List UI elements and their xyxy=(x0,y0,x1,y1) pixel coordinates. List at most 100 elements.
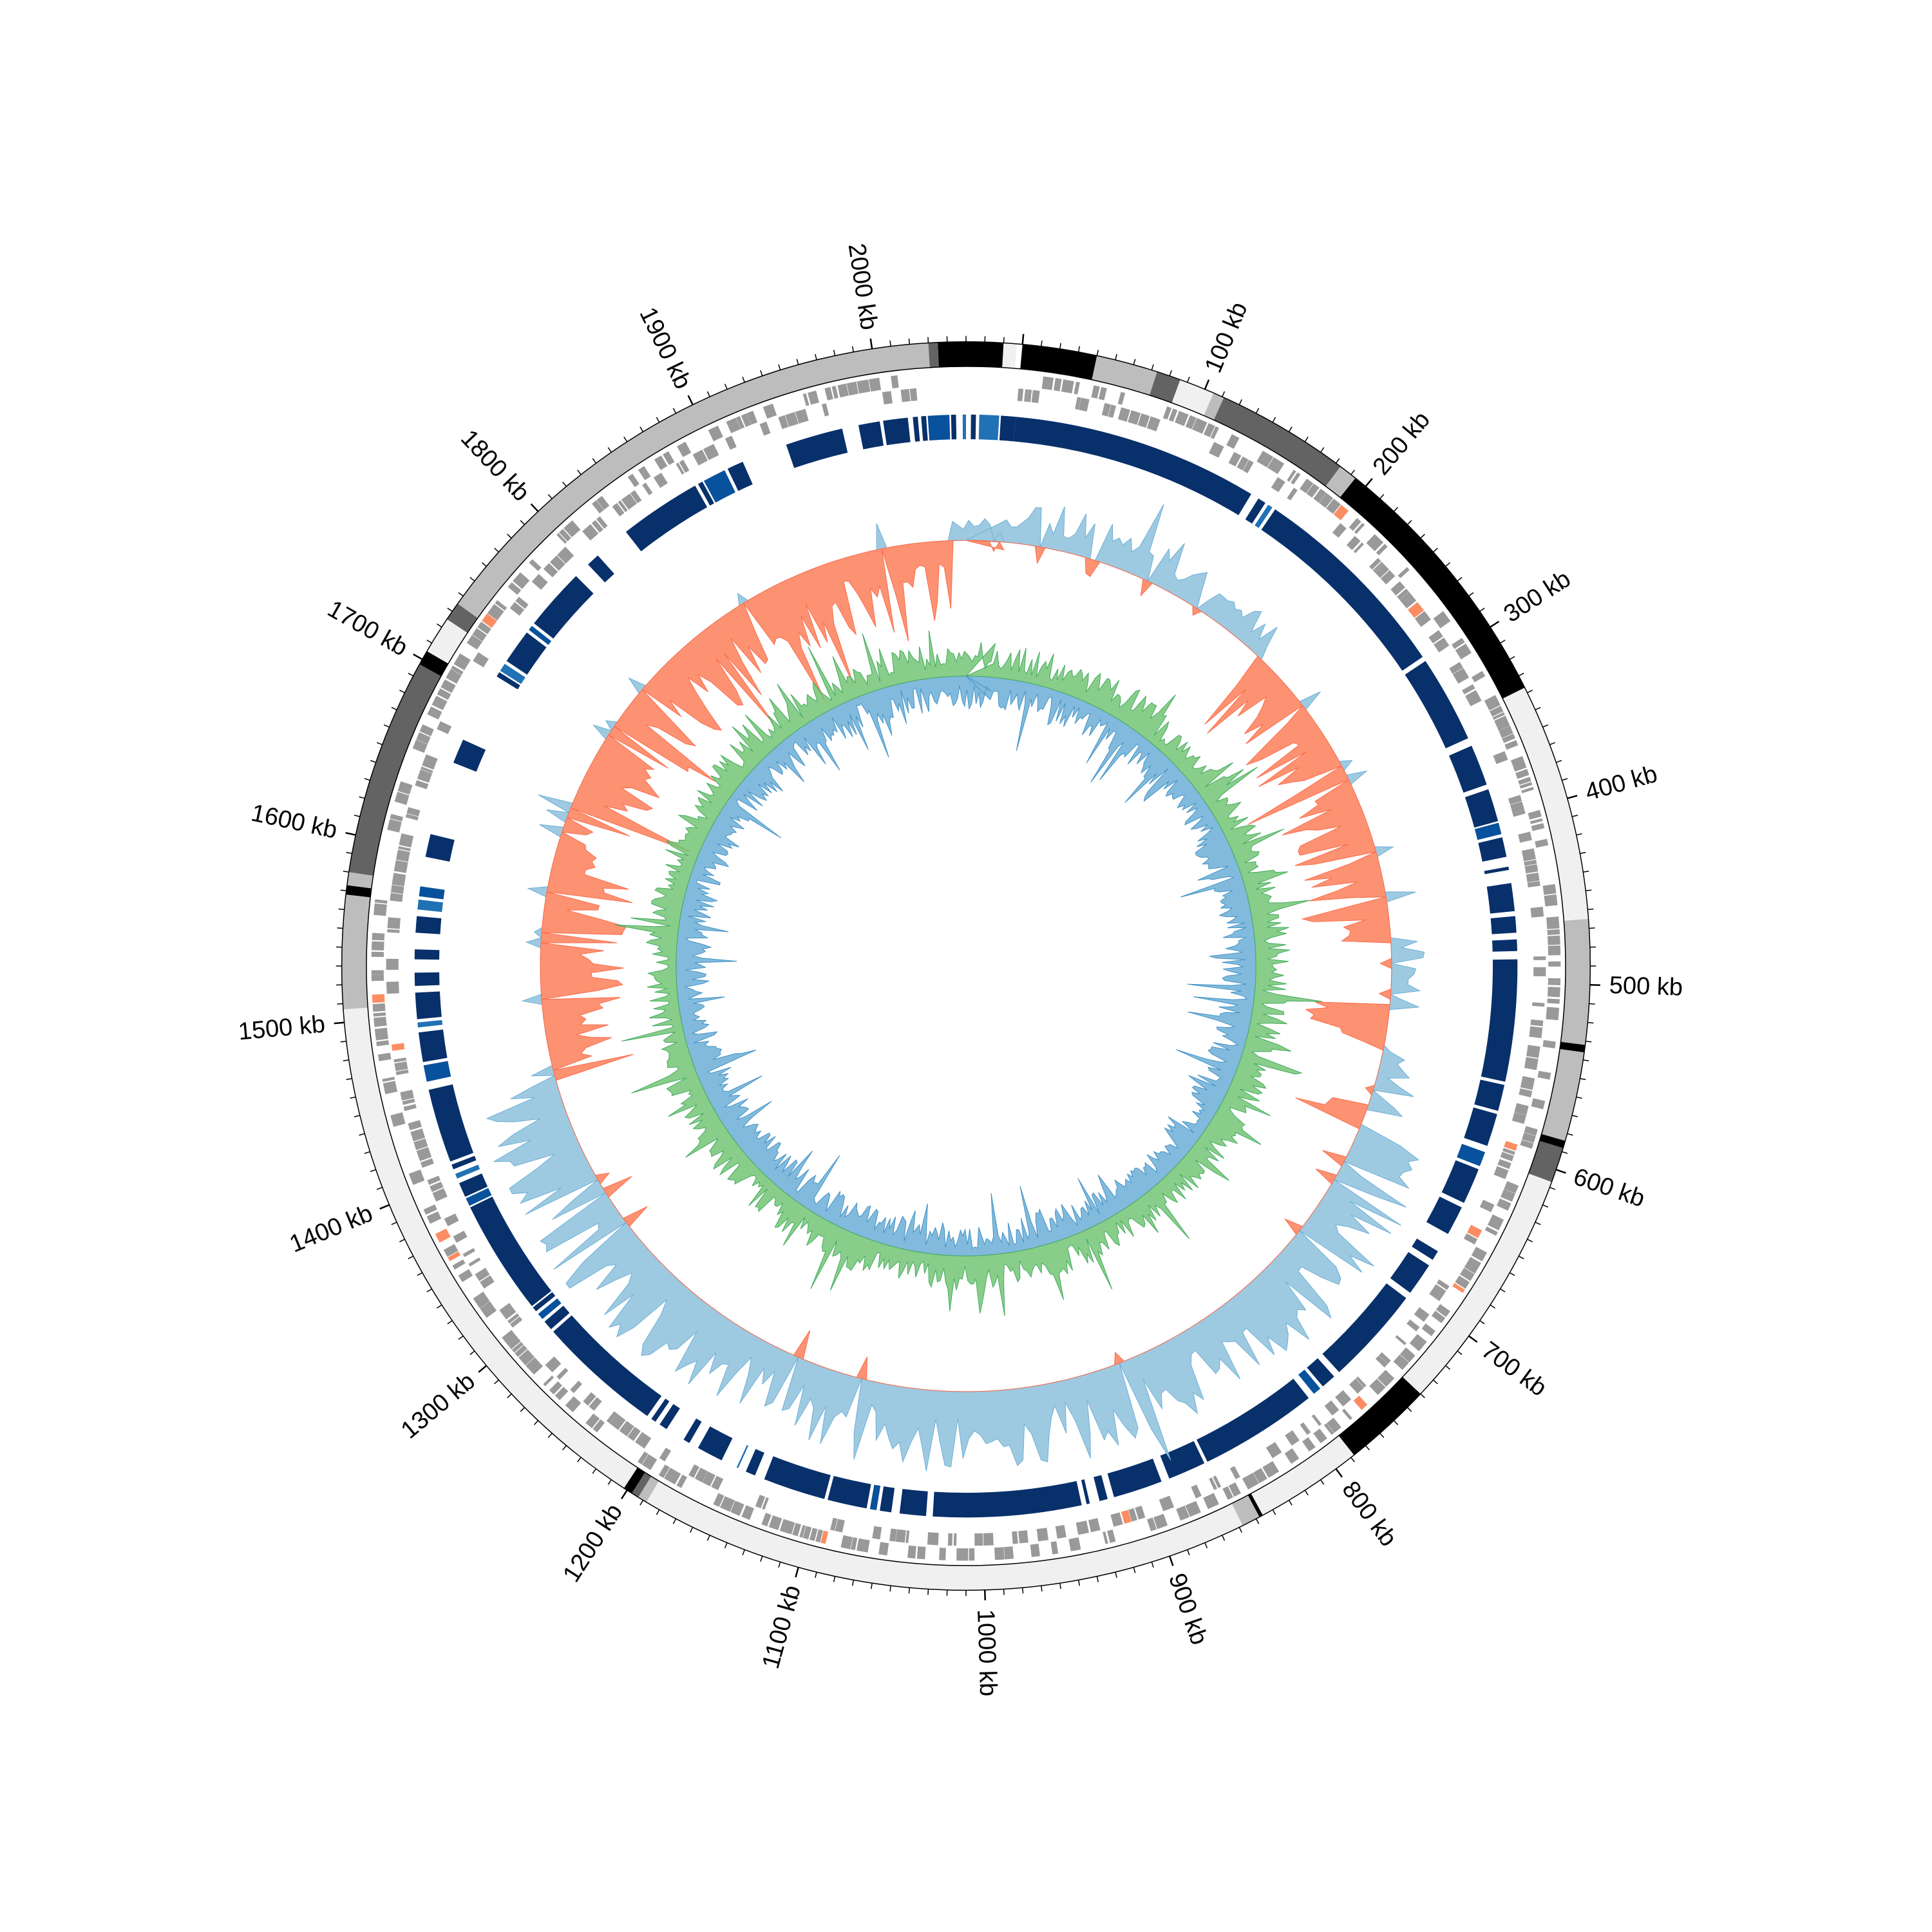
gene-feature xyxy=(762,1497,769,1510)
gene-feature xyxy=(1074,381,1080,395)
gene-feature xyxy=(1313,1428,1327,1444)
minor-tick xyxy=(447,607,453,612)
gene-feature xyxy=(735,416,745,430)
contig-segment xyxy=(1325,466,1356,498)
minor-tick xyxy=(494,547,499,553)
gene-feature xyxy=(638,1451,649,1464)
gene-feature xyxy=(755,1495,766,1509)
gene-feature xyxy=(1490,705,1504,717)
minor-tick xyxy=(1479,607,1485,612)
minor-tick xyxy=(1077,346,1081,352)
minor-tick xyxy=(851,1580,855,1586)
gene-feature xyxy=(1012,1531,1018,1544)
gene-feature xyxy=(416,732,431,744)
gene-feature xyxy=(1302,1437,1316,1452)
position-label: 1200 kb xyxy=(558,1499,628,1587)
similarity-block xyxy=(858,421,884,450)
similarity-block xyxy=(425,834,455,862)
gene-feature xyxy=(1291,472,1301,485)
gene-feature xyxy=(1479,1199,1495,1213)
similarity-block xyxy=(962,414,966,440)
gene-feature xyxy=(659,1447,672,1462)
minor-tick xyxy=(1059,343,1061,349)
position-label: 1600 kb xyxy=(249,799,339,844)
gene-feature xyxy=(559,529,571,542)
gene-feature xyxy=(1108,404,1117,418)
minor-tick xyxy=(1549,1187,1556,1190)
minor-tick xyxy=(391,1222,397,1226)
similarity-block xyxy=(1390,1252,1430,1293)
gene-feature xyxy=(1369,558,1381,570)
minor-tick xyxy=(851,346,855,352)
gene-feature xyxy=(1500,1151,1514,1162)
minor-tick xyxy=(408,1255,414,1260)
minor-tick xyxy=(1589,927,1595,929)
position-label: 600 kb xyxy=(1570,1163,1649,1213)
gene-feature xyxy=(1285,1432,1297,1446)
gene-feature xyxy=(502,1330,518,1346)
gene-feature xyxy=(1397,589,1409,600)
gene-feature xyxy=(444,1213,459,1227)
gene-feature xyxy=(1502,1148,1515,1155)
position-label: 1000 kb xyxy=(972,1609,1001,1696)
minor-tick xyxy=(1304,1490,1309,1495)
similarity-block xyxy=(553,1315,662,1416)
similarity-block xyxy=(659,1404,680,1430)
gene-feature xyxy=(835,1519,845,1533)
minor-tick xyxy=(346,1077,352,1081)
similarity-block xyxy=(1486,883,1515,914)
gene-feature xyxy=(1484,695,1501,711)
gene-feature xyxy=(1464,1256,1481,1274)
gene-feature xyxy=(1117,392,1126,405)
gene-feature xyxy=(1103,1531,1108,1544)
gene-feature xyxy=(372,933,385,941)
gene-feature xyxy=(1421,1323,1435,1336)
minor-tick xyxy=(1580,851,1586,855)
minor-tick xyxy=(359,796,365,799)
gene-feature xyxy=(905,1530,910,1543)
minor-tick xyxy=(833,1576,836,1582)
similarity-block xyxy=(1107,1458,1162,1497)
minor-tick xyxy=(1151,1562,1154,1568)
similarity-block xyxy=(1426,1197,1462,1235)
similarity-block xyxy=(921,415,928,441)
gene-feature xyxy=(437,721,452,734)
minor-tick xyxy=(391,706,397,710)
minor-tick xyxy=(1187,1549,1190,1556)
gene-feature xyxy=(1209,442,1224,458)
gene-feature xyxy=(711,1475,724,1490)
similarity-block xyxy=(1307,1358,1334,1387)
gene-feature xyxy=(983,1533,994,1546)
minor-tick xyxy=(383,724,390,728)
minor-tick xyxy=(337,927,343,929)
gene-feature xyxy=(556,1368,569,1380)
similarity-block xyxy=(869,1484,881,1510)
major-tick xyxy=(620,1490,628,1500)
gene-feature xyxy=(374,1016,387,1027)
minor-tick xyxy=(354,1115,360,1117)
minor-tick xyxy=(1151,364,1154,370)
similarity-block xyxy=(913,416,920,442)
gene-feature xyxy=(1075,397,1081,410)
minor-tick xyxy=(1420,1393,1425,1399)
minor-tick xyxy=(364,1151,370,1154)
gene-feature xyxy=(1414,611,1431,627)
position-label: 1100 kb xyxy=(757,1582,806,1672)
minor-tick xyxy=(690,1527,694,1533)
minor-tick xyxy=(1304,437,1309,442)
gene-feature xyxy=(1533,956,1546,960)
gene-feature xyxy=(556,547,574,564)
minor-tick xyxy=(547,494,553,499)
gene-feature xyxy=(857,379,871,394)
gene-feature xyxy=(1229,1466,1240,1480)
gene-feature xyxy=(399,833,414,848)
gene-feature xyxy=(1529,1026,1543,1039)
minor-tick xyxy=(815,1572,817,1578)
gene-feature xyxy=(374,1027,388,1041)
gene-feature xyxy=(618,500,628,513)
gene-feature xyxy=(1031,390,1040,403)
gene-feature xyxy=(907,1545,916,1558)
contig-segment xyxy=(1020,344,1097,380)
contig-segment xyxy=(419,651,449,676)
gene-feature xyxy=(1510,801,1525,813)
